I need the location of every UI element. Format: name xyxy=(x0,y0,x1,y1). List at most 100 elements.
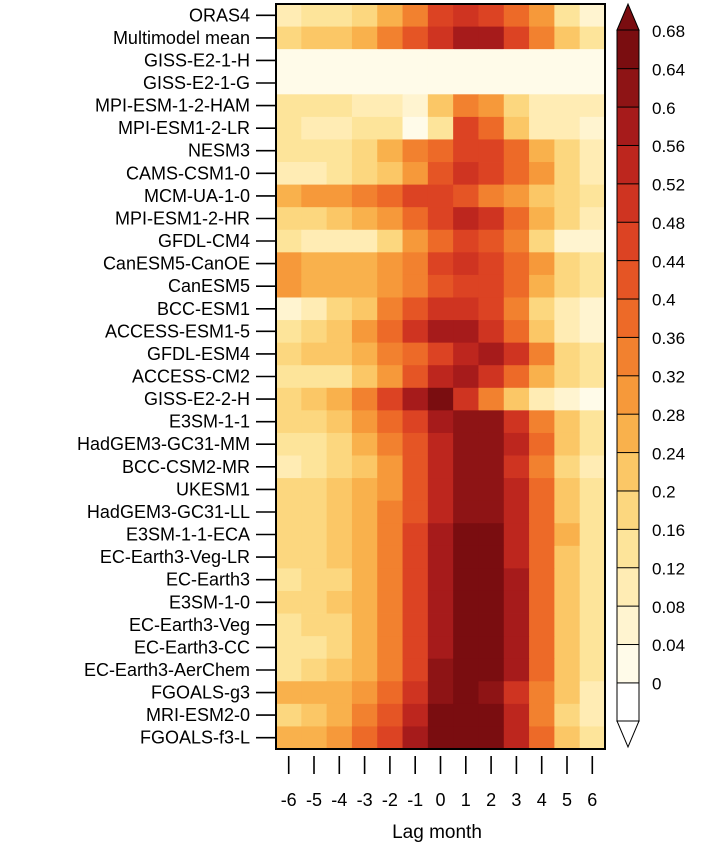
row-label: EC-Earth3-Veg xyxy=(129,615,250,635)
colorbar-max-arrow xyxy=(616,2,640,31)
row-label: CAMS-CSM1-0 xyxy=(126,163,250,183)
heatmap-cell xyxy=(301,658,328,682)
heatmap-cell xyxy=(276,229,302,253)
heatmap-cell xyxy=(276,545,302,569)
heatmap-cell xyxy=(478,320,505,344)
heatmap-cell xyxy=(427,681,454,705)
heatmap-cell xyxy=(301,274,328,298)
heatmap-cell xyxy=(326,162,353,186)
heatmap-cells xyxy=(276,4,606,750)
row-label: GISS-E2-2-H xyxy=(144,389,250,409)
heatmap-cell xyxy=(579,523,606,547)
heatmap-cell xyxy=(579,320,606,344)
heatmap-cell xyxy=(402,116,429,140)
heatmap-cell xyxy=(402,162,429,186)
heatmap-cell xyxy=(402,94,429,118)
heatmap-cell xyxy=(554,342,581,366)
heatmap-cell xyxy=(326,703,353,727)
heatmap-cell xyxy=(529,613,555,637)
heatmap-cell xyxy=(453,4,479,27)
heatmap-cell xyxy=(579,636,606,660)
heatmap-cell xyxy=(503,478,530,502)
heatmap-cell xyxy=(503,94,530,118)
heatmap-cell xyxy=(326,365,353,389)
heatmap-cell xyxy=(579,568,606,592)
heatmap-cell xyxy=(351,545,378,569)
heatmap-cell xyxy=(377,162,403,186)
heatmap-cell xyxy=(276,297,302,321)
heatmap-cell xyxy=(301,320,328,344)
heatmap-cell xyxy=(402,478,429,502)
heatmap-cell xyxy=(453,207,479,231)
heatmap-cell xyxy=(478,590,505,614)
heatmap-cell xyxy=(579,365,606,389)
heatmap-cell xyxy=(326,455,353,479)
colorbar-swatch xyxy=(616,528,640,569)
heatmap-cell xyxy=(554,207,581,231)
heatmap-cell xyxy=(326,590,353,614)
heatmap-cell xyxy=(427,116,454,140)
heatmap-cell xyxy=(351,229,378,253)
heatmap-cell xyxy=(503,71,530,95)
heatmap-cell xyxy=(301,636,328,660)
heatmap-cell xyxy=(351,342,378,366)
heatmap-cell xyxy=(377,297,403,321)
heatmap-cell xyxy=(478,636,505,660)
row-label: HadGEM3-GC31-MM xyxy=(77,434,250,454)
heatmap-cell xyxy=(478,252,505,276)
row-label: MRI-ESM2-0 xyxy=(146,705,250,725)
heatmap-cell xyxy=(377,545,403,569)
heatmap-cell xyxy=(503,139,530,163)
heatmap-cell xyxy=(351,207,378,231)
colorbar-tick-label: 0.32 xyxy=(652,368,685,387)
heatmap-cell xyxy=(276,274,302,298)
heatmap-cell xyxy=(554,681,581,705)
heatmap-cell xyxy=(427,455,454,479)
heatmap-cell xyxy=(351,658,378,682)
heatmap-cell xyxy=(301,49,328,73)
colorbar-swatch xyxy=(616,183,640,223)
heatmap-cell xyxy=(453,139,479,163)
heatmap-cell xyxy=(276,387,302,411)
heatmap-cell xyxy=(402,658,429,682)
heatmap-cell xyxy=(351,703,378,727)
row-label: EC-Earth3-AerChem xyxy=(84,660,250,680)
heatmap-cell xyxy=(351,568,378,592)
colorbar: 0 0.04 0.08 0.12 0.16 0.2 0.24 0.28 0.32 0.36 0.4 0… xyxy=(616,2,685,749)
heatmap-cell xyxy=(478,500,505,524)
heatmap-cell xyxy=(453,613,479,637)
heatmap-cell xyxy=(453,455,479,479)
heatmap-cell xyxy=(351,184,378,208)
heatmap-cell xyxy=(326,410,353,434)
heatmap-cell xyxy=(326,500,353,524)
heatmap-cell xyxy=(529,500,555,524)
heatmap-cell xyxy=(276,478,302,502)
heatmap-cell xyxy=(326,116,353,140)
heatmap-cell xyxy=(351,26,378,50)
heatmap-cell xyxy=(276,613,302,637)
colorbar-tick-label: 0 xyxy=(652,675,661,694)
heatmap-cell xyxy=(503,590,530,614)
heatmap-cell xyxy=(351,523,378,547)
heatmap-cell xyxy=(351,320,378,344)
heatmap-cell xyxy=(579,116,606,140)
heatmap-cell xyxy=(427,523,454,547)
heatmap-cell xyxy=(529,726,555,750)
heatmap-cell xyxy=(276,49,302,73)
heatmap-cell xyxy=(529,26,555,50)
heatmap-cell xyxy=(503,26,530,50)
heatmap-cell xyxy=(427,703,454,727)
heatmap-cell xyxy=(478,342,505,366)
heatmap-cell xyxy=(427,410,454,434)
heatmap-cell xyxy=(529,274,555,298)
heatmap-cell xyxy=(503,229,530,253)
heatmap-cell xyxy=(377,4,403,27)
heatmap-cell xyxy=(579,410,606,434)
heatmap-cell xyxy=(326,568,353,592)
row-label: BCC-CSM2-MR xyxy=(122,457,250,477)
heatmap-cell xyxy=(326,681,353,705)
heatmap-cell xyxy=(377,71,403,95)
heatmap-cell xyxy=(301,613,328,637)
heatmap-cell xyxy=(579,500,606,524)
